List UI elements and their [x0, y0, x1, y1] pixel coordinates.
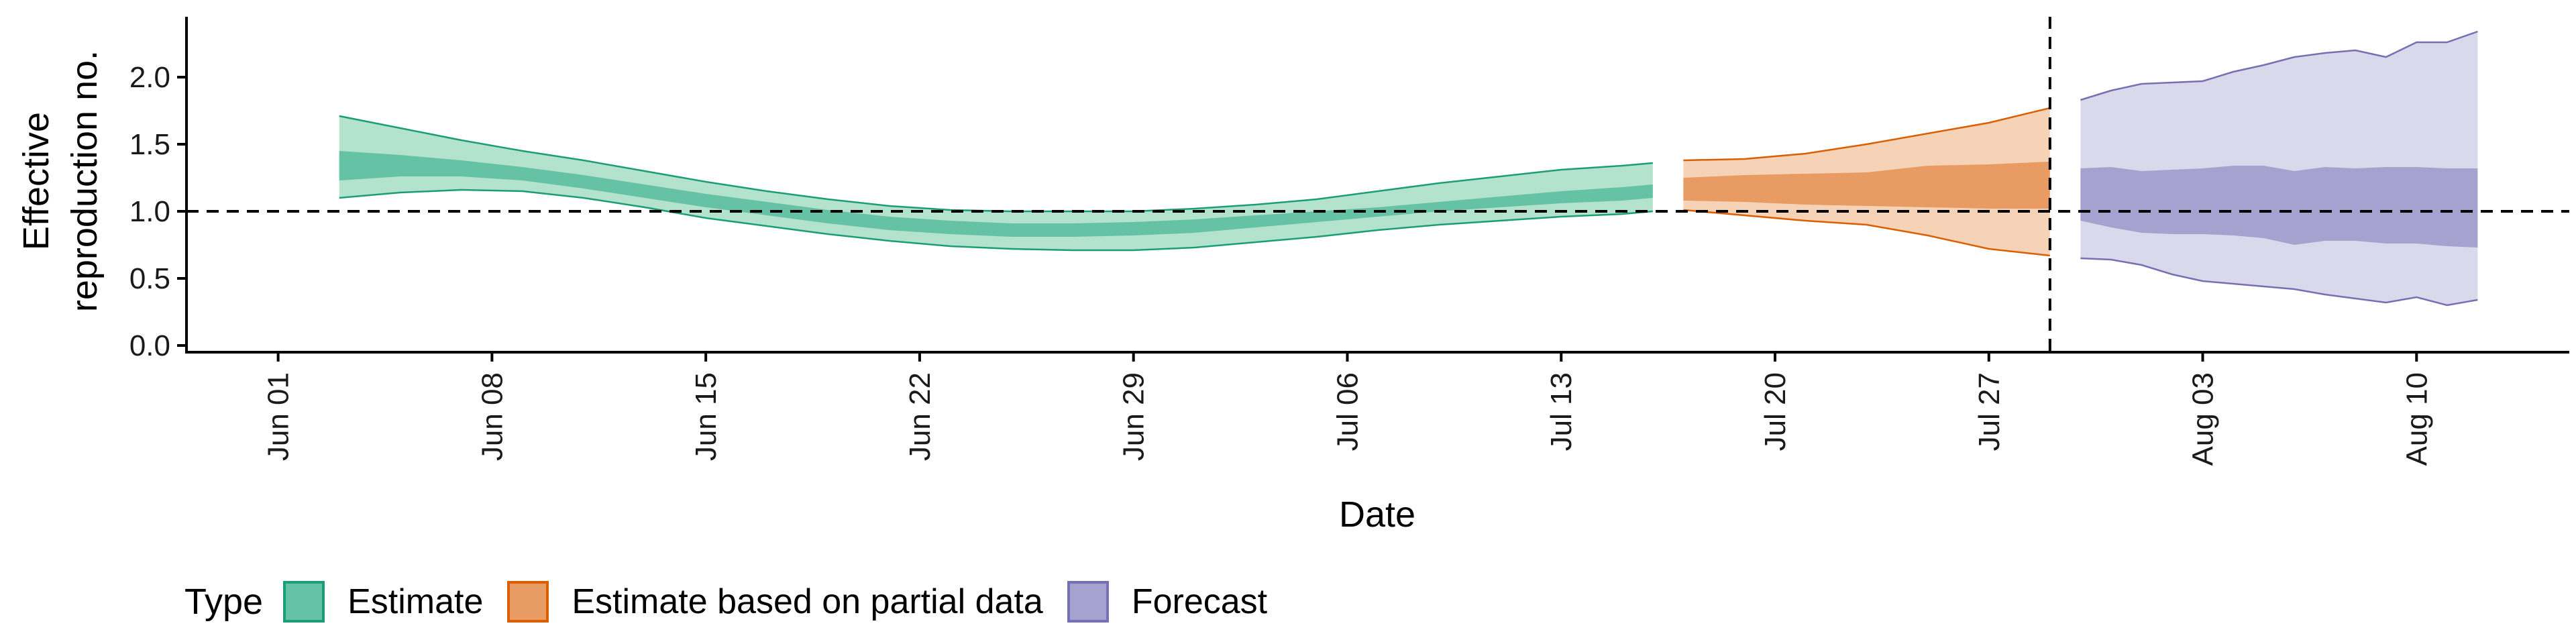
x-tick-label: Jun 01 — [262, 372, 295, 461]
x-tick-label: Jul 06 — [1332, 372, 1364, 451]
legend-label-estimate: Estimate — [347, 582, 484, 621]
y-axis-title-line-2: reproduction no. — [64, 50, 105, 312]
x-tick-label: Jun 29 — [1118, 372, 1150, 461]
x-tick-label: Aug 10 — [2400, 372, 2433, 466]
y-tick-label: 0.0 — [129, 329, 170, 362]
legend-item-partial: Estimate based on partial data — [507, 581, 1043, 623]
y-tick-label: 1.0 — [129, 195, 170, 228]
reference-lines — [186, 17, 2569, 352]
legend-key-forecast — [1067, 581, 1109, 623]
legend-item-forecast: Forecast — [1067, 581, 1267, 623]
y-tick-label: 0.5 — [129, 262, 170, 295]
legend-label-partial: Estimate based on partial data — [572, 582, 1043, 621]
partial-band-50 — [1683, 162, 2050, 209]
partial-lower-line — [1683, 209, 2050, 257]
y-tick-label: 1.5 — [129, 128, 170, 161]
legend-key-partial — [507, 581, 549, 623]
x-tick-label: Aug 03 — [2187, 372, 2220, 466]
estimate-upper-line — [339, 115, 1653, 213]
legend-item-estimate: Estimate — [283, 581, 483, 623]
y-axis-title-line-1: Effective — [16, 112, 56, 250]
partial-upper-line — [1683, 107, 2051, 162]
x-axis-title: Date — [1339, 494, 1415, 535]
estimate-lower-line — [339, 189, 1653, 252]
x-tick-label: Jun 08 — [476, 372, 508, 461]
estimate-band-50 — [339, 151, 1653, 237]
legend-title: Type — [184, 582, 264, 622]
x-tick-label: Jul 13 — [1545, 372, 1578, 451]
legend-label-forecast: Forecast — [1131, 582, 1268, 621]
forecast-upper-line — [2080, 30, 2478, 101]
x-tick-label: Jul 27 — [1973, 372, 2006, 451]
x-tick-label: Jul 20 — [1759, 372, 1792, 451]
forecast-band-50 — [2080, 166, 2478, 248]
y-tick-label: 2.0 — [129, 61, 170, 94]
x-tick-label: Jun 15 — [690, 372, 722, 461]
legend-key-estimate — [283, 581, 325, 623]
chart-bands — [339, 30, 2478, 307]
legend: Type Estimate Estimate based on partial … — [184, 572, 1291, 632]
x-tick-label: Jun 22 — [904, 372, 936, 461]
axes: 0.0 0.5 1.0 1.5 2.0 Jun 01 Jun 08 Jun 15 Jun 22 J… — [129, 17, 2569, 466]
forecast-lower-line — [2080, 257, 2478, 307]
